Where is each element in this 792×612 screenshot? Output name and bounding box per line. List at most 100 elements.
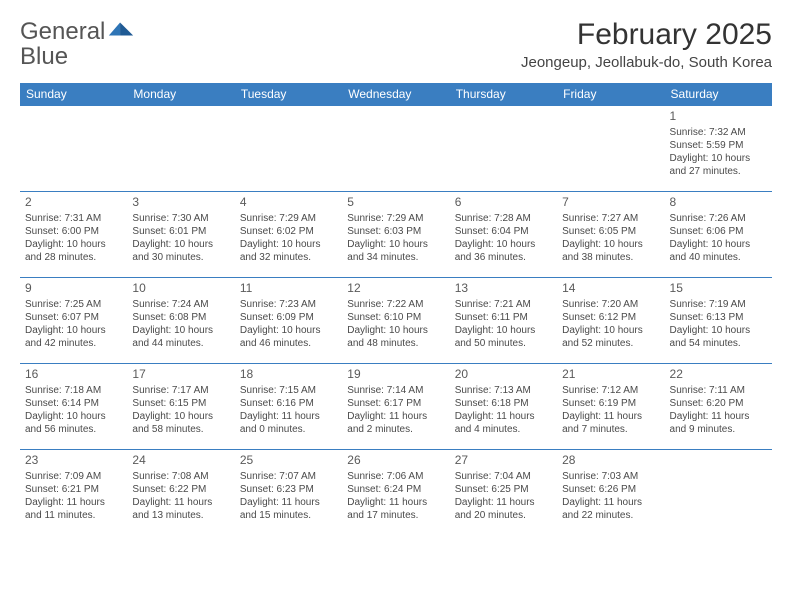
- sunrise-text: Sunrise: 7:07 AM: [240, 470, 337, 483]
- sunset-text: Sunset: 6:25 PM: [455, 483, 552, 496]
- title-block: February 2025 Jeongeup, Jeollabuk-do, So…: [521, 18, 772, 71]
- sunset-text: Sunset: 6:12 PM: [562, 311, 659, 324]
- day-number: 6: [455, 195, 552, 211]
- day-number: 10: [132, 281, 229, 297]
- sunrise-text: Sunrise: 7:14 AM: [347, 384, 444, 397]
- calendar-cell: 17Sunrise: 7:17 AMSunset: 6:15 PMDayligh…: [127, 364, 234, 450]
- sunrise-text: Sunrise: 7:26 AM: [670, 212, 767, 225]
- calendar-row: 1Sunrise: 7:32 AMSunset: 5:59 PMDaylight…: [20, 106, 772, 192]
- calendar-cell: [450, 106, 557, 192]
- calendar-cell: 26Sunrise: 7:06 AMSunset: 6:24 PMDayligh…: [342, 450, 449, 536]
- daylight-text: Daylight: 11 hours and 17 minutes.: [347, 496, 444, 522]
- sunrise-text: Sunrise: 7:20 AM: [562, 298, 659, 311]
- sunrise-text: Sunrise: 7:21 AM: [455, 298, 552, 311]
- calendar-cell: [342, 106, 449, 192]
- daylight-text: Daylight: 11 hours and 4 minutes.: [455, 410, 552, 436]
- day-number: 8: [670, 195, 767, 211]
- day-number: 13: [455, 281, 552, 297]
- calendar-cell: 23Sunrise: 7:09 AMSunset: 6:21 PMDayligh…: [20, 450, 127, 536]
- day-number: 25: [240, 453, 337, 469]
- day-header-thursday: Thursday: [450, 83, 557, 106]
- sunrise-text: Sunrise: 7:13 AM: [455, 384, 552, 397]
- calendar-cell: 20Sunrise: 7:13 AMSunset: 6:18 PMDayligh…: [450, 364, 557, 450]
- day-number: 28: [562, 453, 659, 469]
- sunrise-text: Sunrise: 7:19 AM: [670, 298, 767, 311]
- sunset-text: Sunset: 6:10 PM: [347, 311, 444, 324]
- calendar-cell: 22Sunrise: 7:11 AMSunset: 6:20 PMDayligh…: [665, 364, 772, 450]
- calendar-cell: 21Sunrise: 7:12 AMSunset: 6:19 PMDayligh…: [557, 364, 664, 450]
- sunrise-text: Sunrise: 7:12 AM: [562, 384, 659, 397]
- daylight-text: Daylight: 10 hours and 34 minutes.: [347, 238, 444, 264]
- sunrise-text: Sunrise: 7:29 AM: [347, 212, 444, 225]
- day-header-tuesday: Tuesday: [235, 83, 342, 106]
- sunset-text: Sunset: 6:01 PM: [132, 225, 229, 238]
- calendar-cell: 7Sunrise: 7:27 AMSunset: 6:05 PMDaylight…: [557, 192, 664, 278]
- sunrise-text: Sunrise: 7:09 AM: [25, 470, 122, 483]
- daylight-text: Daylight: 10 hours and 56 minutes.: [25, 410, 122, 436]
- daylight-text: Daylight: 10 hours and 46 minutes.: [240, 324, 337, 350]
- calendar-page: General February 2025 Jeongeup, Jeollabu…: [0, 0, 792, 546]
- sunset-text: Sunset: 6:11 PM: [455, 311, 552, 324]
- sunrise-text: Sunrise: 7:24 AM: [132, 298, 229, 311]
- daylight-text: Daylight: 11 hours and 20 minutes.: [455, 496, 552, 522]
- sunset-text: Sunset: 6:06 PM: [670, 225, 767, 238]
- calendar-row: 23Sunrise: 7:09 AMSunset: 6:21 PMDayligh…: [20, 450, 772, 536]
- sunrise-text: Sunrise: 7:04 AM: [455, 470, 552, 483]
- calendar-row: 16Sunrise: 7:18 AMSunset: 6:14 PMDayligh…: [20, 364, 772, 450]
- sunrise-text: Sunrise: 7:17 AM: [132, 384, 229, 397]
- sunrise-text: Sunrise: 7:27 AM: [562, 212, 659, 225]
- calendar-cell: 8Sunrise: 7:26 AMSunset: 6:06 PMDaylight…: [665, 192, 772, 278]
- sunset-text: Sunset: 6:16 PM: [240, 397, 337, 410]
- daylight-text: Daylight: 10 hours and 58 minutes.: [132, 410, 229, 436]
- sunrise-text: Sunrise: 7:08 AM: [132, 470, 229, 483]
- sunrise-text: Sunrise: 7:18 AM: [25, 384, 122, 397]
- sunset-text: Sunset: 6:08 PM: [132, 311, 229, 324]
- sunset-text: Sunset: 6:19 PM: [562, 397, 659, 410]
- calendar-cell: 12Sunrise: 7:22 AMSunset: 6:10 PMDayligh…: [342, 278, 449, 364]
- daylight-text: Daylight: 11 hours and 0 minutes.: [240, 410, 337, 436]
- daylight-text: Daylight: 10 hours and 42 minutes.: [25, 324, 122, 350]
- daylight-text: Daylight: 11 hours and 13 minutes.: [132, 496, 229, 522]
- brand-text-general: General: [20, 20, 105, 44]
- calendar-cell: [20, 106, 127, 192]
- location-text: Jeongeup, Jeollabuk-do, South Korea: [521, 54, 772, 71]
- daylight-text: Daylight: 11 hours and 22 minutes.: [562, 496, 659, 522]
- sunrise-text: Sunrise: 7:28 AM: [455, 212, 552, 225]
- sunset-text: Sunset: 6:22 PM: [132, 483, 229, 496]
- day-number: 19: [347, 367, 444, 383]
- day-number: 12: [347, 281, 444, 297]
- brand-logo: General: [20, 18, 137, 45]
- day-number: 14: [562, 281, 659, 297]
- sunset-text: Sunset: 6:03 PM: [347, 225, 444, 238]
- sunrise-text: Sunrise: 7:15 AM: [240, 384, 337, 397]
- sunrise-text: Sunrise: 7:06 AM: [347, 470, 444, 483]
- calendar-cell: 11Sunrise: 7:23 AMSunset: 6:09 PMDayligh…: [235, 278, 342, 364]
- day-number: 5: [347, 195, 444, 211]
- calendar-cell: 14Sunrise: 7:20 AMSunset: 6:12 PMDayligh…: [557, 278, 664, 364]
- day-header-wednesday: Wednesday: [342, 83, 449, 106]
- calendar-cell: [557, 106, 664, 192]
- calendar-cell: 24Sunrise: 7:08 AMSunset: 6:22 PMDayligh…: [127, 450, 234, 536]
- day-number: 22: [670, 367, 767, 383]
- day-number: 15: [670, 281, 767, 297]
- day-number: 7: [562, 195, 659, 211]
- calendar-row: 2Sunrise: 7:31 AMSunset: 6:00 PMDaylight…: [20, 192, 772, 278]
- sunset-text: Sunset: 6:24 PM: [347, 483, 444, 496]
- sunset-text: Sunset: 6:18 PM: [455, 397, 552, 410]
- page-title: February 2025: [521, 18, 772, 52]
- sunset-text: Sunset: 6:14 PM: [25, 397, 122, 410]
- day-number: 4: [240, 195, 337, 211]
- calendar-cell: 25Sunrise: 7:07 AMSunset: 6:23 PMDayligh…: [235, 450, 342, 536]
- day-header-sunday: Sunday: [20, 83, 127, 106]
- sunset-text: Sunset: 6:26 PM: [562, 483, 659, 496]
- day-number: 18: [240, 367, 337, 383]
- daylight-text: Daylight: 10 hours and 50 minutes.: [455, 324, 552, 350]
- calendar-body: 1Sunrise: 7:32 AMSunset: 5:59 PMDaylight…: [20, 106, 772, 536]
- day-number: 20: [455, 367, 552, 383]
- calendar-cell: 28Sunrise: 7:03 AMSunset: 6:26 PMDayligh…: [557, 450, 664, 536]
- sunset-text: Sunset: 6:02 PM: [240, 225, 337, 238]
- daylight-text: Daylight: 10 hours and 48 minutes.: [347, 324, 444, 350]
- daylight-text: Daylight: 10 hours and 38 minutes.: [562, 238, 659, 264]
- sunrise-text: Sunrise: 7:22 AM: [347, 298, 444, 311]
- day-header-monday: Monday: [127, 83, 234, 106]
